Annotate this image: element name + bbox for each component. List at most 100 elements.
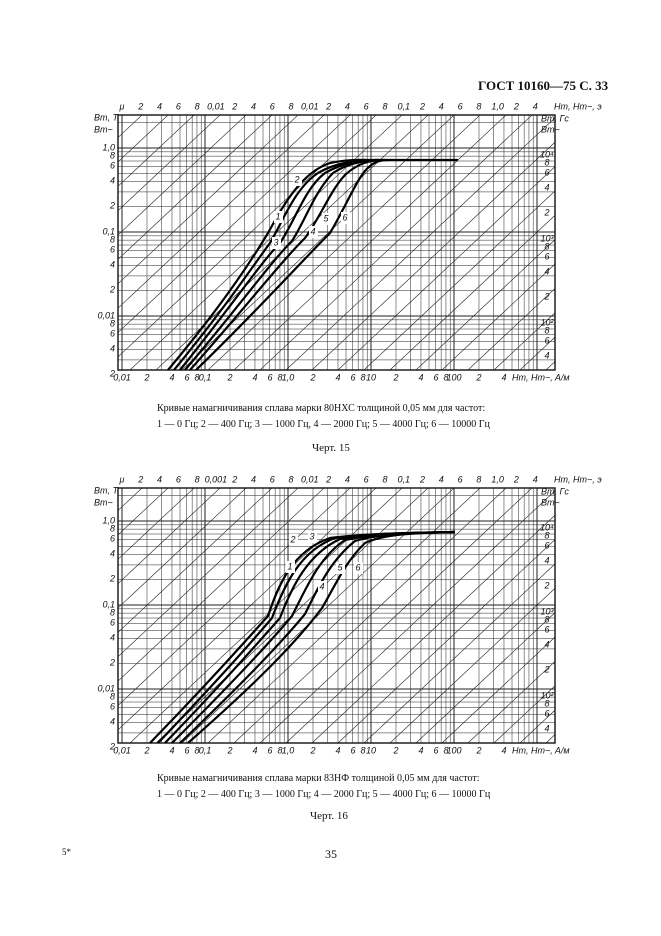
bottom-tick-label: 4 [501, 372, 506, 382]
diagonal-line [493, 312, 555, 370]
left-tick-label: 6 [110, 160, 115, 170]
diagonal-line [233, 488, 507, 743]
diagonal-line [285, 490, 555, 743]
right-tick-label: 4 [544, 266, 549, 276]
left-tick-label: 2 [109, 657, 115, 667]
bottom-tick-label: 2 [226, 372, 232, 382]
bottom-tick-label: 6 [433, 372, 438, 382]
label-bg [272, 237, 281, 249]
top-axis-label: 2 [137, 474, 143, 484]
diagonal-line [545, 361, 555, 370]
diagonal-line [311, 514, 555, 743]
top-axis-label: 4 [251, 101, 256, 111]
left-tick-label: 6 [110, 328, 115, 338]
diagonal-line [118, 115, 221, 212]
top-axis-label: 2 [513, 474, 519, 484]
top-axis-label: 4 [345, 101, 350, 111]
right-tick-label: 4 [544, 555, 549, 565]
curve [195, 158, 389, 371]
right-tick-label: 6 [544, 624, 549, 634]
bottom-tick-label: 0,01 [113, 745, 131, 755]
left-tick-label: 6 [110, 244, 115, 254]
caption: 1 — 0 Гц; 2 — 400 Гц; 3 — 1000 Гц, 4 — 2… [157, 419, 490, 430]
top-axis-label: 6 [270, 101, 275, 111]
top-axis-label: 0,01 [301, 474, 319, 484]
label-bg [308, 531, 317, 543]
frame [117, 487, 556, 744]
bottom-tick-label: 0,01 [113, 372, 131, 382]
footer-mark: 5* [62, 847, 71, 857]
top-axis-label: 2 [419, 474, 425, 484]
bottom-tick-label: 4 [252, 372, 257, 382]
diagonal-line [118, 488, 169, 536]
left-tick-label: 4 [110, 343, 115, 353]
top-axis-label: 4 [157, 101, 162, 111]
curve [179, 158, 381, 371]
caption: Кривые намагничивания сплава марки 80НХС… [157, 403, 486, 414]
bottom-tick-label: 100 [446, 372, 461, 382]
left-tick-label: 8 [110, 318, 115, 328]
left-tick-label: 1,0 [102, 142, 115, 152]
top-axis-label: 2 [513, 101, 519, 111]
diagonal-line [118, 488, 299, 658]
left-tick-label: 4 [110, 175, 115, 185]
left-tick-label: 0,01 [97, 683, 115, 693]
bottom-tick-label: 8 [277, 745, 282, 755]
left-axis-label: Bm~ [94, 124, 113, 134]
diagonal-line [118, 115, 143, 138]
curve-label: 6 [355, 562, 360, 572]
diagonal-line [207, 488, 481, 743]
top-axis-label: 8 [382, 101, 387, 111]
top-axis-label: 4 [157, 474, 162, 484]
right-tick-label: 6 [544, 708, 549, 718]
top-axis-label: Hm, Hm~, э [554, 101, 602, 111]
bottom-tick-label: 2 [309, 745, 315, 755]
page-number: 35 [325, 847, 337, 861]
bottom-tick-label: 2 [226, 745, 232, 755]
top-axis-label: 4 [533, 474, 538, 484]
grid [118, 115, 555, 370]
figure-number: Черт. 15 [312, 442, 350, 454]
label-bg [341, 212, 350, 224]
bottom-tick-label: 6 [184, 372, 189, 382]
figure: 12 345 6μ 2 4 6 8 0,001 2 4 6 8 0,01 2 4 6 8 0,1 2 4 6 8 1,0 2 4… [94, 474, 602, 755]
curve-label: 4 [310, 226, 315, 236]
curve-label: 2 [289, 534, 295, 544]
diagonal-line [118, 488, 247, 609]
left-tick-label: 6 [110, 701, 115, 711]
curve-label: 6 [342, 212, 347, 222]
top-axis-label: 8 [289, 101, 294, 111]
top-axis-label: 0,001 [205, 474, 228, 484]
left-tick-label: 2 [109, 200, 115, 210]
right-tick-label: 8 [544, 241, 549, 251]
top-axis-label: μ [119, 101, 125, 111]
bottom-tick-label: 1,0 [282, 745, 295, 755]
diagonal-line [118, 488, 195, 560]
caption: 1 — 0 Гц; 2 — 400 Гц; 3 — 1000 Гц; 4 — 2… [157, 789, 491, 800]
top-axis-label: 6 [364, 101, 369, 111]
diagonal-line [389, 587, 555, 743]
left-tick-label: 6 [110, 533, 115, 543]
right-tick-label: 10² [540, 690, 554, 700]
right-tick-label: 8 [544, 325, 549, 335]
bottom-tick-label: 0,1 [199, 745, 212, 755]
diagonal-line [467, 661, 555, 743]
bottom-tick-label: 2 [143, 372, 149, 382]
right-tick-label: 2 [543, 664, 549, 674]
label-bg [286, 561, 295, 573]
bottom-tick-label: 0,1 [199, 372, 212, 382]
bottom-tick-label: 10 [366, 372, 376, 382]
curve [164, 530, 456, 744]
header-title: ГОСТ 10160—75 С. 33 [478, 78, 609, 93]
curve-label: 4 [319, 581, 324, 591]
diagonal-line [285, 117, 555, 370]
curve-label: 3 [273, 237, 278, 247]
diagonal-line [363, 563, 555, 743]
left-tick-label: 0,1 [102, 599, 115, 609]
top-axis-label: 8 [195, 474, 200, 484]
left-tick-label: 2 [109, 368, 115, 378]
left-axis-label: Bm, T [94, 112, 120, 122]
top-axis-label: 0,01 [301, 101, 319, 111]
diagonal-line [441, 263, 555, 370]
